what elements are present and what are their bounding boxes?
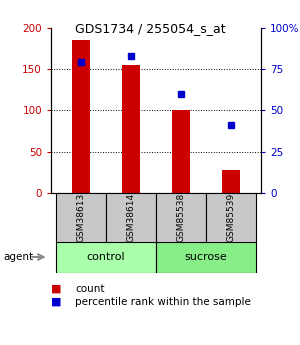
Text: GSM85538: GSM85538 (176, 193, 185, 242)
Text: GSM38613: GSM38613 (76, 193, 85, 242)
Bar (156, 241, 256, 273)
Text: GDS1734 / 255054_s_at: GDS1734 / 255054_s_at (75, 22, 225, 36)
Bar (56, 241, 156, 273)
Text: GSM38614: GSM38614 (127, 193, 136, 242)
Text: count: count (75, 284, 104, 294)
Bar (206, 193, 256, 242)
Text: ■: ■ (51, 284, 62, 294)
Text: ■: ■ (51, 297, 62, 307)
Bar (222, 170, 240, 193)
Bar (172, 110, 190, 193)
Text: sucrose: sucrose (184, 252, 227, 262)
Text: GSM85539: GSM85539 (226, 193, 236, 242)
Bar (56, 193, 106, 242)
Text: control: control (87, 252, 125, 262)
Text: percentile rank within the sample: percentile rank within the sample (75, 297, 251, 307)
Bar (156, 193, 206, 242)
Bar (106, 193, 156, 242)
Bar (122, 65, 140, 193)
Bar (72, 40, 90, 193)
Text: agent: agent (3, 252, 33, 262)
